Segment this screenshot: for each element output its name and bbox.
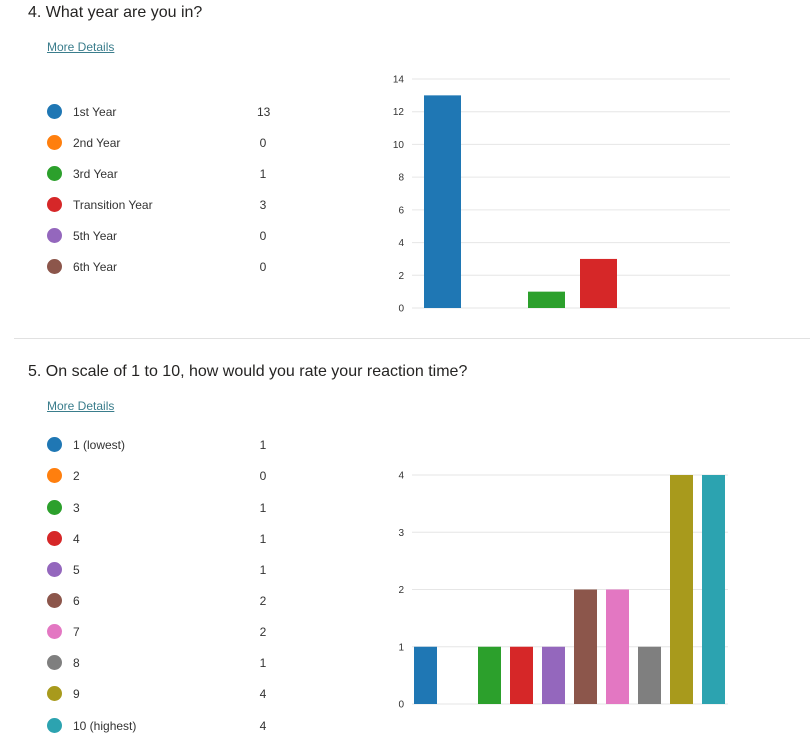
legend-item: Transition Year 3 xyxy=(47,195,287,215)
bar xyxy=(414,646,437,704)
legend-item: 1 (lowest) 1 xyxy=(47,435,287,455)
legend-count: 2 xyxy=(259,594,267,608)
legend-swatch xyxy=(47,624,62,639)
question-title: 5. On scale of 1 to 10, how would you ra… xyxy=(28,363,468,380)
legend-label: 4 xyxy=(73,532,80,546)
legend-label: 5th Year xyxy=(73,229,118,243)
legend-swatch xyxy=(47,718,62,733)
bar xyxy=(670,475,693,704)
question-title: 4. What year are you in? xyxy=(28,4,203,21)
legend-count: 1 xyxy=(259,438,267,452)
legend-item: 6 2 xyxy=(47,591,287,611)
more-details-link[interactable]: More Details xyxy=(47,40,115,54)
legend-item: 6th Year 0 xyxy=(47,257,287,277)
legend-swatch xyxy=(47,593,62,608)
bar xyxy=(478,646,501,704)
bar xyxy=(424,95,461,308)
y-tick-label: 12 xyxy=(393,107,405,118)
more-details-link[interactable]: More Details xyxy=(47,399,115,413)
legend-item: 3rd Year 1 xyxy=(47,164,287,184)
legend-label: 8 xyxy=(73,656,80,670)
legend-count: 2 xyxy=(259,625,267,639)
bar xyxy=(542,646,565,704)
bar xyxy=(702,475,725,704)
legend-swatch xyxy=(47,655,62,670)
y-tick-label: 4 xyxy=(398,471,404,482)
bar xyxy=(580,258,617,308)
y-tick-label: 2 xyxy=(398,585,404,596)
bar-chart: 0 1 2 3 4 xyxy=(398,471,728,711)
legend-item: 10 (highest) 4 xyxy=(47,716,287,736)
section-divider xyxy=(14,338,810,339)
y-tick-label: 6 xyxy=(398,205,404,216)
legend-label: Transition Year xyxy=(73,198,153,212)
legend-item: 1st Year 13 xyxy=(47,102,287,122)
bar xyxy=(510,646,533,704)
bar xyxy=(606,589,629,704)
legend-count: 4 xyxy=(259,719,267,733)
legend-label: 3 xyxy=(73,501,80,515)
legend-swatch xyxy=(47,562,62,577)
legend-item: 7 2 xyxy=(47,622,287,642)
y-tick-label: 3 xyxy=(398,528,404,539)
legend-label: 6 xyxy=(73,594,80,608)
legend-count: 3 xyxy=(259,198,267,212)
legend-swatch xyxy=(47,228,62,243)
legend-item: 4 1 xyxy=(47,529,287,549)
legend-swatch xyxy=(47,166,62,181)
legend-count: 1 xyxy=(259,563,267,577)
legend-label: 5 xyxy=(73,563,80,577)
legend-count: 0 xyxy=(259,136,267,150)
legend-item: 2 0 xyxy=(47,466,287,486)
y-tick-label: 1 xyxy=(398,642,404,653)
legend-swatch xyxy=(47,531,62,546)
legend-item: 3 1 xyxy=(47,498,287,518)
legend-count: 0 xyxy=(259,469,267,483)
legend-count: 0 xyxy=(259,229,267,243)
legend-label: 1 (lowest) xyxy=(73,438,126,452)
legend-count: 1 xyxy=(259,532,267,546)
legend-count: 13 xyxy=(257,105,271,119)
legend-label: 10 (highest) xyxy=(73,719,137,733)
legend-label: 2nd Year xyxy=(73,136,121,150)
legend-item: 9 4 xyxy=(47,684,287,704)
legend-swatch xyxy=(47,104,62,119)
bar xyxy=(528,291,565,308)
legend-count: 0 xyxy=(259,260,267,274)
legend-swatch xyxy=(47,259,62,274)
y-tick-label: 14 xyxy=(393,75,405,86)
legend-swatch xyxy=(47,468,62,483)
legend-label: 9 xyxy=(73,687,80,701)
bar xyxy=(574,589,597,704)
legend-swatch xyxy=(47,135,62,150)
legend-label: 2 xyxy=(73,469,80,483)
y-tick-label: 4 xyxy=(398,238,404,249)
legend-item: 5 1 xyxy=(47,560,287,580)
legend-count: 1 xyxy=(259,167,267,181)
legend-label: 6th Year xyxy=(73,260,118,274)
legend-swatch xyxy=(47,437,62,452)
legend-swatch xyxy=(47,500,62,515)
y-tick-label: 2 xyxy=(398,271,404,282)
y-tick-label: 0 xyxy=(398,304,404,315)
y-tick-label: 8 xyxy=(398,173,404,184)
y-tick-label: 10 xyxy=(393,140,405,151)
legend-item: 5th Year 0 xyxy=(47,226,287,246)
bar-chart: 0 2 4 6 8 10 12 14 xyxy=(393,75,730,315)
legend-count: 1 xyxy=(259,656,267,670)
legend-item: 2nd Year 0 xyxy=(47,133,287,153)
legend-count: 4 xyxy=(259,687,267,701)
legend-item: 8 1 xyxy=(47,653,287,673)
bar xyxy=(638,646,661,704)
legend-swatch xyxy=(47,686,62,701)
legend-label: 1st Year xyxy=(73,105,117,119)
legend-label: 3rd Year xyxy=(73,167,118,181)
legend-count: 1 xyxy=(259,501,267,515)
legend-label: 7 xyxy=(73,625,80,639)
legend-swatch xyxy=(47,197,62,212)
y-tick-label: 0 xyxy=(398,700,404,711)
